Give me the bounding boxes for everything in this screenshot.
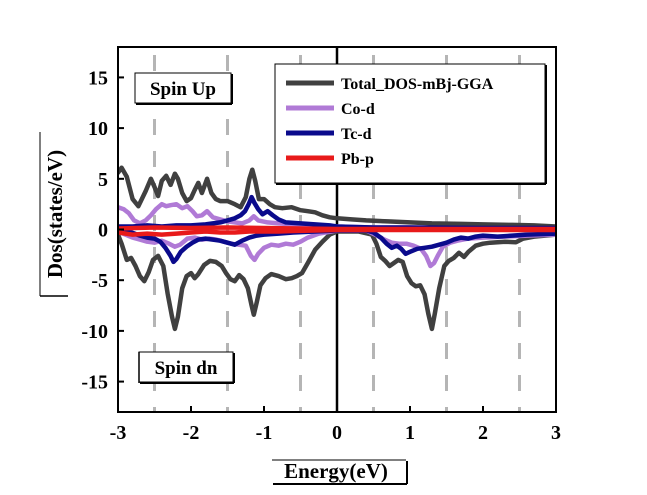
legend-label: Pb-p	[341, 151, 374, 168]
series-co-d-down	[118, 228, 556, 269]
y-axis-ticks: -15 -10 -5 0 5 10 15	[81, 67, 124, 394]
legend-label: Tc-d	[341, 126, 372, 143]
y-tick-label: 5	[98, 169, 108, 191]
legend: Total_DOS-mBj-GGA Co-d Tc-d Pb-p	[274, 63, 547, 185]
spin-dn-annotation: Spin dn	[138, 351, 235, 384]
y-tick-label: -15	[81, 372, 108, 394]
x-axis-label: Energy(eV)	[284, 459, 388, 483]
spin-up-label: Spin Up	[150, 79, 216, 100]
y-tick-label: -10	[81, 321, 108, 343]
x-axis-label-box: Energy(eV)	[272, 459, 408, 485]
y-axis-label-box: Dos(states/eV)	[39, 132, 68, 297]
x-axis-ticks: -3 -2 -1 0 1 2 3	[110, 406, 561, 444]
legend-label: Co-d	[341, 101, 375, 118]
x-tick-label: 1	[405, 422, 415, 444]
y-tick-label: 15	[88, 67, 108, 89]
y-tick-label: -5	[91, 270, 108, 292]
y-tick-label: 10	[88, 118, 108, 140]
y-axis-label: Dos(states/eV)	[43, 150, 67, 278]
y-tick-label: 0	[98, 220, 108, 242]
x-tick-label: -2	[183, 422, 200, 444]
x-tick-label: 0	[332, 422, 342, 444]
series-layer	[118, 165, 556, 332]
series-total-dos-mbj-gga-up	[118, 165, 556, 229]
spin-up-annotation: Spin Up	[134, 72, 233, 105]
x-tick-label: -1	[256, 422, 273, 444]
x-tick-label: -3	[110, 422, 127, 444]
x-tick-label: 3	[551, 422, 561, 444]
series-total-dos-mbj-gga-down	[118, 229, 556, 332]
series-pb-p-down	[118, 227, 556, 237]
series-tc-d-up	[118, 194, 556, 231]
spin-dn-label: Spin dn	[155, 358, 218, 379]
legend-label: Total_DOS-mBj-GGA	[341, 76, 494, 93]
x-tick-label: 2	[478, 422, 488, 444]
